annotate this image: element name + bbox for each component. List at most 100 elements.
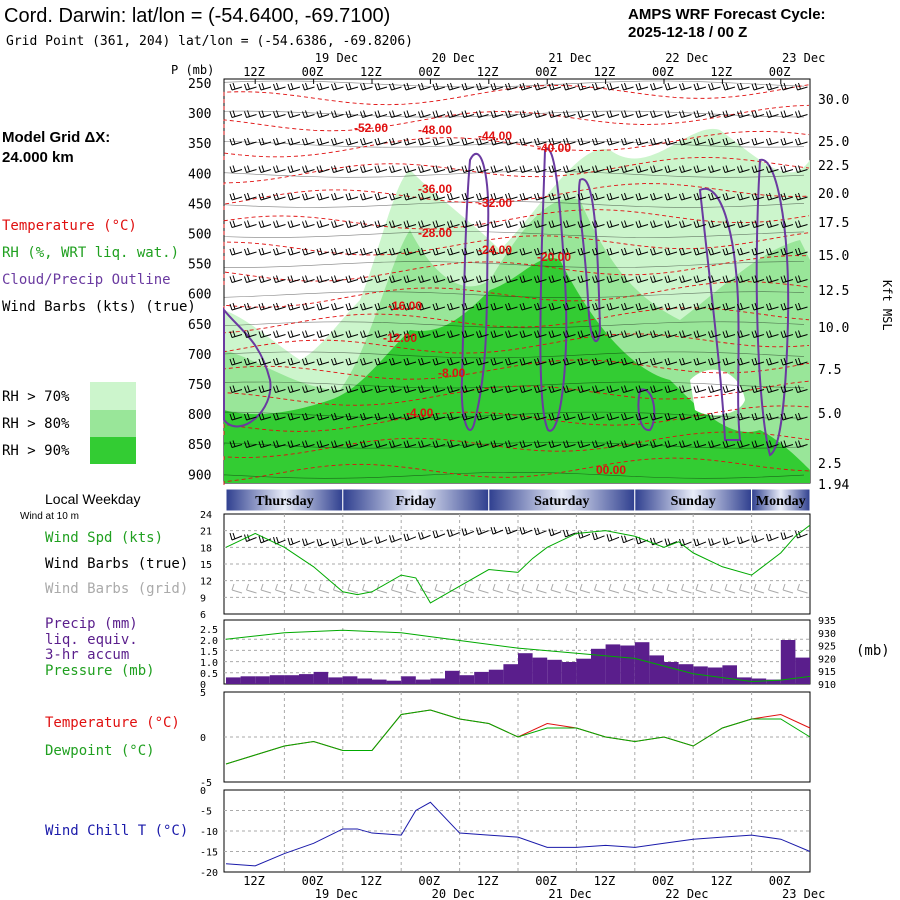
wind-barb xyxy=(505,385,518,393)
wind-barb xyxy=(708,357,721,366)
wind-barb xyxy=(447,247,460,256)
wind-barb xyxy=(795,165,808,173)
wind-barb xyxy=(229,330,243,338)
wind-barb xyxy=(795,412,808,421)
wind-barb xyxy=(650,247,663,256)
precip-bar xyxy=(488,669,504,684)
precip-tick: 0 xyxy=(200,680,206,691)
wind-barb xyxy=(679,192,692,201)
wind-barb xyxy=(563,220,576,228)
wind-barb xyxy=(519,357,533,366)
wind-barb xyxy=(708,247,721,256)
grid-wind-barb xyxy=(739,583,750,594)
wind-barb xyxy=(563,385,576,393)
wind-barb xyxy=(563,330,576,338)
wind-barb xyxy=(606,330,620,338)
grid-wind-barb xyxy=(666,583,678,594)
precip-bar xyxy=(328,677,343,684)
wind-barb xyxy=(389,357,402,366)
grid-wind-barb xyxy=(652,583,663,594)
isobar-line xyxy=(223,80,805,88)
wind-barb xyxy=(229,440,243,448)
wind-barb xyxy=(258,357,272,366)
precip-bar xyxy=(401,676,416,684)
kft-tick: 22.5 xyxy=(818,159,849,174)
wind-barb xyxy=(447,440,460,448)
wind-barb xyxy=(563,247,576,256)
wind-barb xyxy=(461,220,475,228)
wind-barb xyxy=(722,247,736,256)
precip-bar xyxy=(240,676,256,684)
wind-barb xyxy=(432,192,446,201)
grid-dx-label: Model Grid ΔX: xyxy=(2,129,110,146)
wind-barb xyxy=(548,247,562,256)
wind-barb xyxy=(708,385,721,393)
cloud-outline-7 xyxy=(637,388,656,432)
wind-barb xyxy=(345,357,359,366)
wind-barb xyxy=(345,137,359,146)
chill-tick: -15 xyxy=(200,848,218,859)
surface-wind-barb xyxy=(693,538,707,547)
wind-barb xyxy=(621,247,634,256)
wind-speed-line xyxy=(225,524,811,604)
grid-wind-barb xyxy=(782,583,794,594)
temp-label-m12: -12.00 xyxy=(383,331,417,345)
bottom-hour-tick: 12Z xyxy=(710,874,732,888)
wind-barb xyxy=(360,192,373,201)
wind-barb xyxy=(360,440,373,448)
wind-barb xyxy=(476,220,489,228)
pressure-tick: 300 xyxy=(188,107,211,122)
pressure-axis-label: P (mb) xyxy=(171,63,214,77)
wind-barb xyxy=(635,302,649,311)
pressure-tick: 800 xyxy=(188,408,211,423)
wind-barb xyxy=(316,275,330,283)
wind-barb xyxy=(476,82,489,91)
wind-barb xyxy=(679,82,692,91)
wind-barb xyxy=(708,440,721,448)
wind-barb xyxy=(635,82,649,91)
wind-barb xyxy=(302,357,315,366)
grid-wind-barb xyxy=(391,583,402,594)
windchill-panel: 0 -5 -10 -15 -20 xyxy=(200,786,811,879)
pressure-line xyxy=(225,629,811,682)
surface-wind-barb xyxy=(476,527,489,536)
wind-barb xyxy=(461,330,475,338)
temp-label: Temperature (°C) xyxy=(45,715,180,731)
isobar-line xyxy=(223,321,805,329)
top-hour-tick: 00Z xyxy=(535,65,557,79)
wind-barb xyxy=(490,110,504,118)
weekday-label: Local Weekday xyxy=(45,491,140,507)
wind-barb xyxy=(432,412,446,421)
wind-barb xyxy=(490,412,504,421)
wind-barb xyxy=(331,247,344,256)
surface-wind-barb xyxy=(461,528,475,536)
wind-barb xyxy=(374,110,388,118)
wind-barb xyxy=(273,330,286,338)
pressure-tick: 350 xyxy=(188,137,211,152)
surface-wind-barb xyxy=(737,536,750,545)
pressure-tick-right: 910 xyxy=(818,680,836,691)
dewpoint-line xyxy=(225,709,811,765)
wind-barb xyxy=(316,220,330,228)
wind-barb xyxy=(693,275,707,283)
temperature-contour xyxy=(223,457,810,485)
day-label: Sunday xyxy=(671,494,716,509)
wind-barb xyxy=(302,440,315,448)
wind-barb xyxy=(592,192,605,201)
pressure-tick: 250 xyxy=(188,77,211,92)
temp-label-m4: -4.00 xyxy=(406,406,434,420)
wind-barb xyxy=(621,220,634,228)
wind-barb xyxy=(751,165,765,173)
bottom-date-tick: 23 Dec xyxy=(782,887,825,900)
bottom-date-tick: 21 Dec xyxy=(548,887,591,900)
wind-barb xyxy=(447,330,460,338)
precip-label-3: 3-hr accum xyxy=(45,647,129,663)
wind-barb xyxy=(548,385,562,393)
temperature-panel: 5 0 -5 xyxy=(200,688,811,789)
wind-barb xyxy=(447,302,460,311)
wind-barb xyxy=(534,220,547,228)
wind-barb xyxy=(751,110,765,118)
top-hour-tick: 00Z xyxy=(769,65,791,79)
wind-barb xyxy=(592,440,605,448)
wind-barb xyxy=(780,385,794,393)
